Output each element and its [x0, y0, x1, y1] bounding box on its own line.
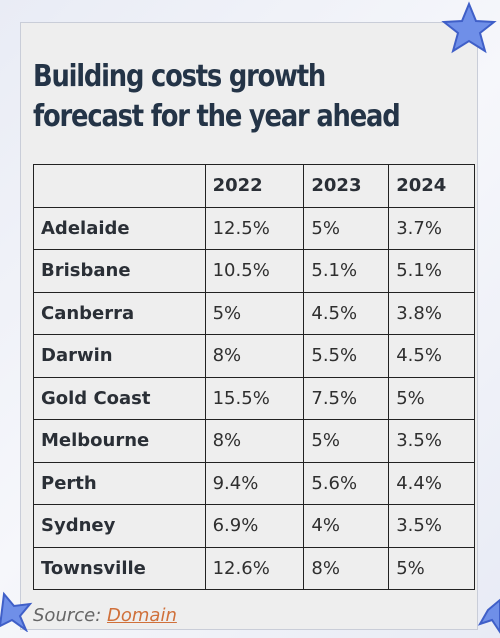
page-title: Building costs growth forecast for the y…	[33, 59, 401, 134]
value-cell-2023: 4%	[303, 504, 390, 548]
source-line: Source: Domain	[33, 605, 177, 626]
value-cell-2023: 5%	[303, 206, 390, 250]
value-cell-2024: 5%	[388, 546, 475, 590]
value-cell-2024: 5.1%	[388, 249, 475, 293]
value-cell-2022: 12.6%	[204, 546, 305, 590]
value-cell-2023: 8%	[303, 546, 390, 590]
forecast-table: 2022 2023 2024 Adelaide 12.5% 5% 3.7% Brisba…	[33, 164, 475, 590]
value-cell-2022: 12.5%	[204, 206, 305, 250]
city-cell: Townsville	[33, 546, 206, 590]
source-link[interactable]: Domain	[107, 605, 177, 626]
city-cell: Adelaide	[33, 206, 206, 250]
table-row: Melbourne 8% 5% 3.5%	[33, 419, 475, 463]
value-cell-2024: 3.5%	[388, 504, 475, 548]
city-cell: Canberra	[33, 291, 206, 335]
value-cell-2023: 4.5%	[303, 291, 390, 335]
value-cell-2023: 5.5%	[303, 334, 390, 378]
value-cell-2024: 3.5%	[388, 419, 475, 463]
value-cell-2022: 10.5%	[204, 249, 305, 293]
value-cell-2024: 4.5%	[388, 334, 475, 378]
table-row: Darwin 8% 5.5% 4.5%	[33, 334, 475, 378]
table-row: Canberra 5% 4.5% 3.8%	[33, 291, 475, 335]
value-cell-2024: 3.7%	[388, 206, 475, 250]
star-icon-bottom-right	[477, 598, 500, 634]
value-cell-2024: 5%	[388, 376, 475, 420]
table-card: Building costs growth forecast for the y…	[20, 22, 478, 630]
city-cell: Sydney	[33, 504, 206, 548]
city-cell: Darwin	[33, 334, 206, 378]
value-cell-2023: 5%	[303, 419, 390, 463]
city-cell: Melbourne	[33, 419, 206, 463]
value-cell-2022: 15.5%	[204, 376, 305, 420]
star-icon-top-right	[441, 1, 497, 54]
value-cell-2024: 3.8%	[388, 291, 475, 335]
header-cell-2023: 2023	[303, 164, 390, 208]
table-body: Adelaide 12.5% 5% 3.7% Brisbane 10.5% 5.1% 5.1%…	[33, 206, 475, 590]
header-cell-empty	[33, 164, 206, 208]
value-cell-2022: 6.9%	[204, 504, 305, 548]
city-cell: Gold Coast	[33, 376, 206, 420]
table-header-row: 2022 2023 2024	[33, 164, 475, 208]
city-cell: Brisbane	[33, 249, 206, 293]
value-cell-2022: 5%	[204, 291, 305, 335]
table-row: Brisbane 10.5% 5.1% 5.1%	[33, 249, 475, 293]
city-cell: Perth	[33, 461, 206, 505]
value-cell-2024: 4.4%	[388, 461, 475, 505]
value-cell-2023: 7.5%	[303, 376, 390, 420]
value-cell-2023: 5.1%	[303, 249, 390, 293]
value-cell-2022: 9.4%	[204, 461, 305, 505]
table-row: Adelaide 12.5% 5% 3.7%	[33, 206, 475, 250]
source-prefix: Source:	[33, 605, 108, 626]
table-row: Sydney 6.9% 4% 3.5%	[33, 504, 475, 548]
header-cell-2022: 2022	[204, 164, 305, 208]
star-icon-bottom-left	[0, 591, 33, 632]
table-row: Perth 9.4% 5.6% 4.4%	[33, 461, 475, 505]
header-cell-2024: 2024	[388, 164, 475, 208]
value-cell-2022: 8%	[204, 419, 305, 463]
value-cell-2022: 8%	[204, 334, 305, 378]
table-row: Gold Coast 15.5% 7.5% 5%	[33, 376, 475, 420]
table-row: Townsville 12.6% 8% 5%	[33, 546, 475, 590]
value-cell-2023: 5.6%	[303, 461, 390, 505]
